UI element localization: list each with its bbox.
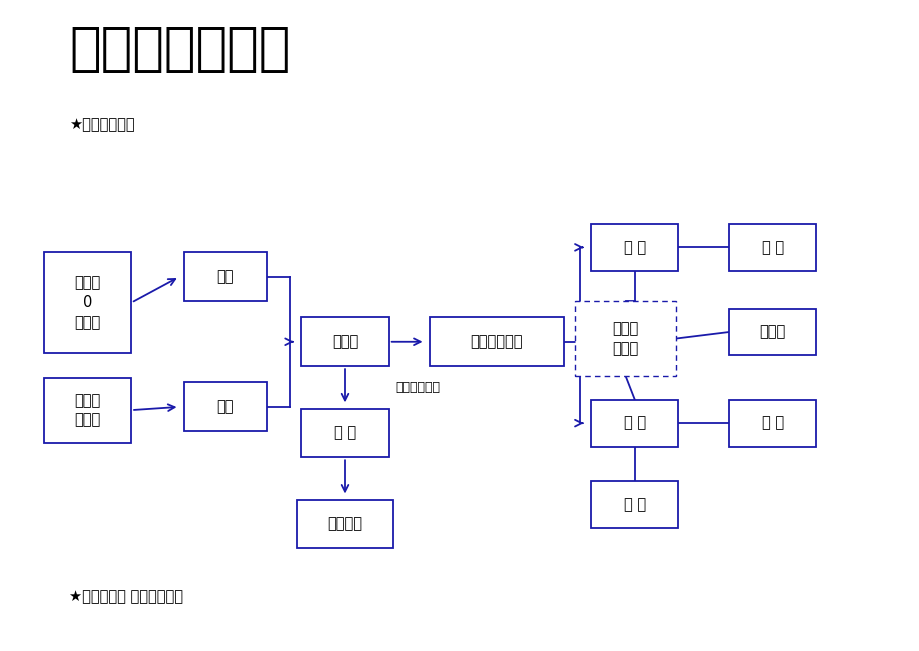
Text: 整数: 整数 bbox=[216, 269, 234, 284]
FancyBboxPatch shape bbox=[574, 301, 675, 376]
FancyBboxPatch shape bbox=[301, 318, 389, 366]
Text: ★知识结构图：: ★知识结构图： bbox=[69, 117, 134, 132]
Text: 点与数的对应: 点与数的对应 bbox=[395, 381, 440, 394]
Text: 乘 法: 乘 法 bbox=[623, 415, 645, 431]
Text: 有理数: 有理数 bbox=[332, 334, 357, 350]
FancyBboxPatch shape bbox=[184, 253, 267, 301]
Text: 有理数的运算: 有理数的运算 bbox=[470, 334, 523, 350]
FancyBboxPatch shape bbox=[44, 378, 131, 443]
FancyBboxPatch shape bbox=[591, 224, 678, 271]
Text: 分数: 分数 bbox=[216, 399, 234, 415]
FancyBboxPatch shape bbox=[184, 382, 267, 431]
FancyBboxPatch shape bbox=[729, 309, 816, 355]
Text: 交换律
结合律: 交换律 结合律 bbox=[612, 321, 638, 356]
FancyBboxPatch shape bbox=[301, 409, 389, 457]
FancyBboxPatch shape bbox=[44, 252, 131, 353]
Text: 数 轴: 数 轴 bbox=[334, 425, 356, 441]
FancyBboxPatch shape bbox=[591, 481, 678, 528]
Text: 正整数
0
负整数: 正整数 0 负整数 bbox=[74, 275, 100, 330]
Text: 加 法: 加 法 bbox=[623, 240, 645, 255]
FancyBboxPatch shape bbox=[591, 400, 678, 447]
FancyBboxPatch shape bbox=[297, 500, 393, 548]
Text: 第一章：有理数: 第一章：有理数 bbox=[69, 23, 290, 75]
Text: 比较大小: 比较大小 bbox=[327, 516, 362, 532]
Text: 分配律: 分配律 bbox=[759, 324, 785, 340]
FancyBboxPatch shape bbox=[729, 400, 816, 447]
Text: 正分数
负分数: 正分数 负分数 bbox=[74, 393, 100, 428]
Text: 乘 方: 乘 方 bbox=[761, 415, 783, 431]
Text: 除 法: 除 法 bbox=[623, 497, 645, 512]
Text: ★正数和负数 概念、定义：: ★正数和负数 概念、定义： bbox=[69, 589, 183, 604]
Text: 减 法: 减 法 bbox=[761, 240, 783, 255]
FancyBboxPatch shape bbox=[430, 318, 563, 366]
FancyBboxPatch shape bbox=[729, 224, 816, 271]
